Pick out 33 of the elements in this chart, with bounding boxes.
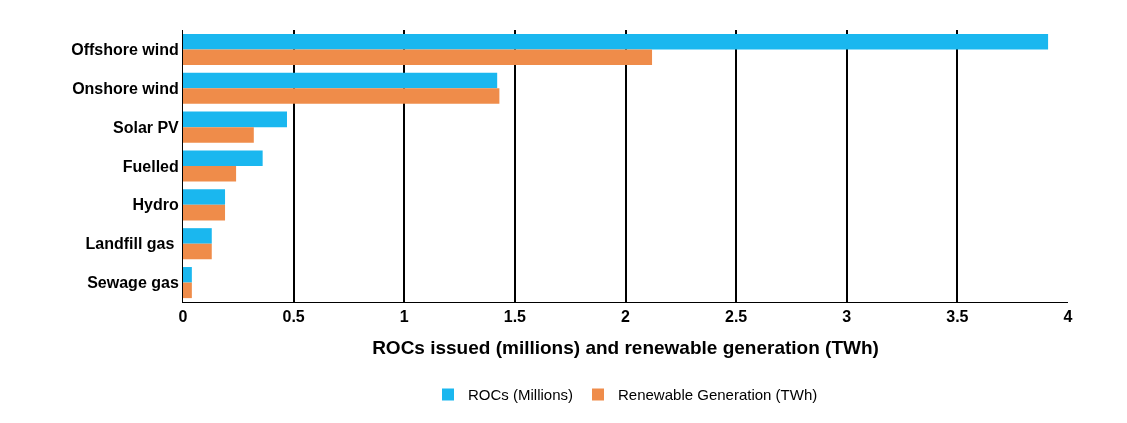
bar: [183, 243, 212, 260]
bar: [183, 111, 287, 128]
x-tick-label: 1: [399, 308, 409, 326]
x-tick-label: 0.5: [282, 308, 305, 326]
bar: [183, 33, 1049, 50]
y-tick-label: Solar PV: [112, 118, 180, 136]
legend-label: Renewable Generation (TWh): [618, 386, 818, 404]
x-tick-label: 4: [1063, 308, 1073, 326]
y-tick-label: Onshore wind: [72, 79, 179, 97]
bar: [183, 282, 192, 299]
y-tick-label: Fuelled: [122, 157, 179, 175]
bar: [183, 88, 500, 104]
bar: [183, 204, 226, 221]
bar: [183, 166, 237, 182]
bar: [183, 228, 212, 244]
y-tick-label: Hydro: [132, 196, 180, 214]
x-tick-label: 0: [178, 308, 188, 326]
x-axis-title: ROCs issued (millions) and renewable generation (TWh): [372, 337, 879, 358]
x-tick-label: 2.5: [725, 308, 748, 326]
bar: [183, 127, 254, 143]
y-tick-label: Sewage gas: [87, 274, 179, 292]
x-tick-label: 3: [842, 308, 852, 326]
bar: [183, 267, 192, 283]
legend-label: ROCs (Millions): [468, 386, 573, 404]
bar: [183, 150, 263, 166]
y-tick-label: Offshore wind: [71, 41, 179, 59]
x-tick-label: 3.5: [946, 308, 969, 326]
bar: [183, 49, 653, 65]
bar: [183, 189, 226, 205]
x-tick-label: 1.5: [503, 308, 527, 326]
bar: [183, 72, 498, 89]
x-tick-label: 2: [621, 308, 631, 326]
y-tick-label: Landfill gas: [85, 235, 179, 253]
